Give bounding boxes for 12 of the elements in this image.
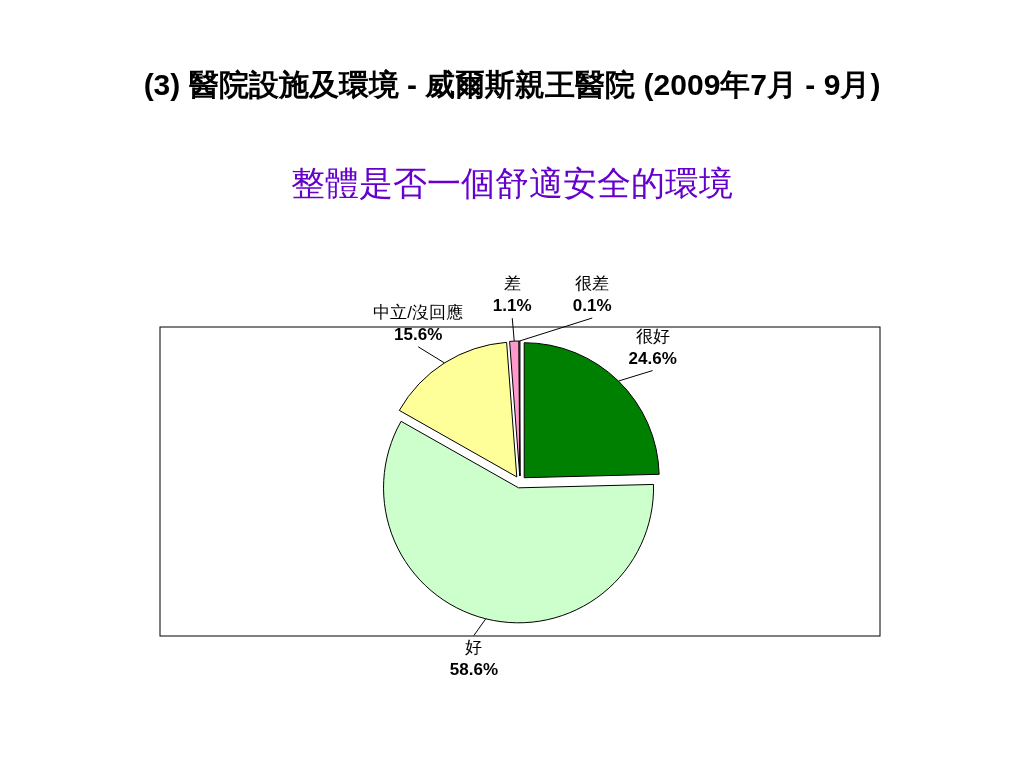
data-label: 1.1% [492,296,532,316]
slice-label: 很好 [635,326,670,346]
data-label: 0.1% [572,296,612,315]
slice-label: 很差 [575,274,610,293]
slice-label: 差 [503,274,521,294]
slice-label: 好 [465,638,483,658]
chart-title: (3) 醫院設施及環境 - 威爾斯親王醫院 (2009年7月 - 9月) [143,68,881,101]
data-label: 15.6% [394,324,443,344]
slice-label: 中立/沒回應 [373,302,464,322]
chart-subtitle: 整體是否一個舒適安全的環境 [291,164,733,202]
data-label: 24.6% [628,348,677,368]
data-label: 58.6% [449,660,499,680]
